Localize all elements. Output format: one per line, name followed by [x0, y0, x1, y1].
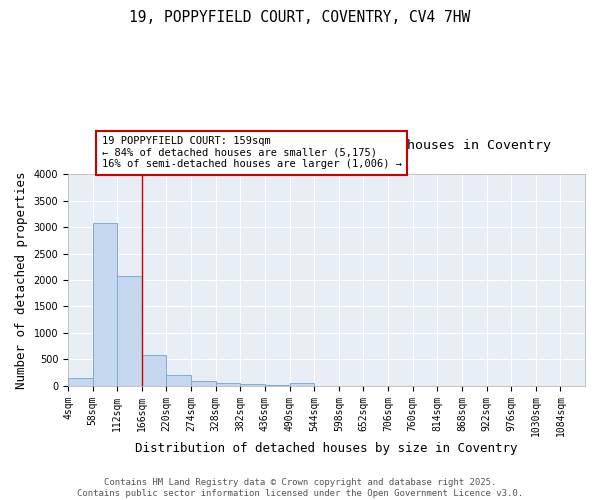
Text: Contains HM Land Registry data © Crown copyright and database right 2025.
Contai: Contains HM Land Registry data © Crown c…: [77, 478, 523, 498]
Bar: [265, 384, 290, 386]
Bar: [117, 276, 142, 386]
Y-axis label: Number of detached properties: Number of detached properties: [15, 171, 28, 388]
Bar: [92, 223, 117, 386]
X-axis label: Distribution of detached houses by size in Coventry: Distribution of detached houses by size …: [135, 442, 518, 455]
Bar: [166, 374, 191, 386]
Bar: [241, 384, 265, 386]
Bar: [290, 382, 314, 386]
Bar: [216, 382, 241, 386]
Text: 19 POPPYFIELD COURT: 159sqm
← 84% of detached houses are smaller (5,175)
16% of : 19 POPPYFIELD COURT: 159sqm ← 84% of det…: [101, 136, 401, 170]
Bar: [142, 355, 166, 386]
Title: Size of property relative to detached houses in Coventry: Size of property relative to detached ho…: [103, 140, 551, 152]
Bar: [191, 382, 216, 386]
Bar: [68, 378, 92, 386]
Text: 19, POPPYFIELD COURT, COVENTRY, CV4 7HW: 19, POPPYFIELD COURT, COVENTRY, CV4 7HW: [130, 10, 470, 25]
